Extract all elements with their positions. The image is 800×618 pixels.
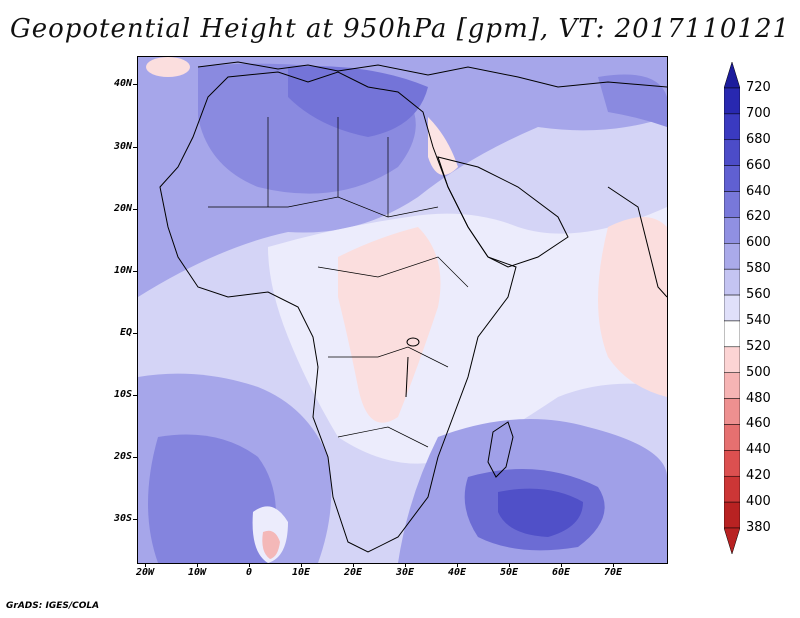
india-coastline [607,186,667,298]
colorbar-segment [724,268,740,296]
asia-high-region [598,74,667,127]
south-atlantic-low-core [262,530,280,559]
colorbar-top-arrow [724,62,740,89]
lon-tick [301,563,302,567]
lon-label-0: 0 [245,567,253,578]
colorbar-label: 500 [746,364,771,380]
colorbar-segment [724,87,740,115]
colorbar-label: 580 [746,261,771,277]
lat-tick [133,457,137,458]
lon-tick [457,563,458,567]
colorbar-segment [724,346,740,373]
lat-label-10s: 10S [113,389,132,400]
colorbar-label: 380 [746,520,771,535]
lon-label-30e: 30E [395,567,415,578]
geopotential-field [138,57,667,563]
lon-label-70e: 70E [603,567,623,578]
colorbar-label: 620 [746,209,771,225]
chart-title: Geopotential Height at 950hPa [gpm], VT:… [9,14,791,44]
lon-label-50e: 50E [499,567,519,578]
northwest-low [146,57,190,77]
colorbar [724,62,740,554]
lon-label-20w: 20W [135,567,155,578]
country-borders-meridional [267,117,389,217]
lake-tanganyika [405,356,409,398]
lat-label-30n: 30N [113,141,132,152]
colorbar-segment [724,165,740,192]
lat-label-20n: 20N [113,203,132,214]
country-borders-sahel [317,256,469,288]
colorbar-segment [724,191,740,218]
colorbar-label: 640 [746,183,771,199]
colorbar-segment [724,398,740,425]
lon-label-60e: 60E [551,567,571,578]
colorbar-label: 420 [746,468,771,484]
madagascar-coastline [487,421,514,478]
colorbar-label: 460 [746,416,771,432]
lat-tick [133,209,137,210]
colorbar-label: 400 [746,494,771,510]
lat-tick [133,395,137,396]
lake-victoria [406,337,420,347]
colorbar-segment [724,424,740,451]
colorbar-label: 440 [746,442,771,458]
lon-tick [613,563,614,567]
colorbar-label: 600 [746,235,771,251]
lon-label-10w: 10W [187,567,207,578]
colorbar-label: 480 [746,390,771,406]
country-borders-central [328,346,449,368]
mediterranean-high-core [288,66,428,137]
lat-label-30s: 30S [113,513,132,524]
colorbar-label: 560 [746,287,771,303]
lon-tick [509,563,510,567]
colorbar-segment [724,475,740,503]
colorbar-label: 720 [746,80,771,95]
colorbar-bottom-arrow [724,527,740,554]
lon-tick [197,563,198,567]
lat-tick [133,333,137,334]
lat-label-20s: 20S [113,451,132,462]
country-borders-south [337,426,429,448]
colorbar-segment [724,372,740,399]
lon-label-40e: 40E [447,567,467,578]
lon-tick [561,563,562,567]
lat-tick [133,147,137,148]
lat-tick [133,271,137,272]
lon-tick [145,563,146,567]
arabia-coastline [437,156,569,268]
lat-label-eq: EQ [119,327,132,338]
lat-label-40n: 40N [113,78,132,89]
lat-tick [133,519,137,520]
arabian-sea-low [598,217,667,397]
central-africa-low [338,227,441,423]
lon-tick [353,563,354,567]
colorbar-segment [724,294,740,322]
colorbar-label: 660 [746,157,771,173]
colorbar-segment [724,501,740,529]
south-indian-high-center [498,488,583,537]
africa-coastline [159,71,517,553]
colorbar-segment [724,217,740,244]
lon-label-10e: 10E [291,567,311,578]
grads-credit: GrADS: IGES/COLA [6,601,100,611]
map-panel [137,56,668,564]
lon-tick [405,563,406,567]
south-atlantic-high-core [148,434,276,563]
europe-coastline [197,61,667,88]
lat-label-10n: 10N [113,265,132,276]
colorbar-segment [724,139,740,166]
colorbar-label: 520 [746,338,771,354]
colorbar-segment [724,450,740,477]
lat-tick [133,84,137,85]
lon-label-20e: 20E [343,567,363,578]
colorbar-segment [724,243,740,270]
colorbar-label: 540 [746,312,771,328]
colorbar-label: 700 [746,105,771,121]
colorbar-segment [724,113,740,141]
colorbar-segment [724,320,740,348]
colorbar-label: 680 [746,131,771,147]
lon-tick [249,563,250,567]
